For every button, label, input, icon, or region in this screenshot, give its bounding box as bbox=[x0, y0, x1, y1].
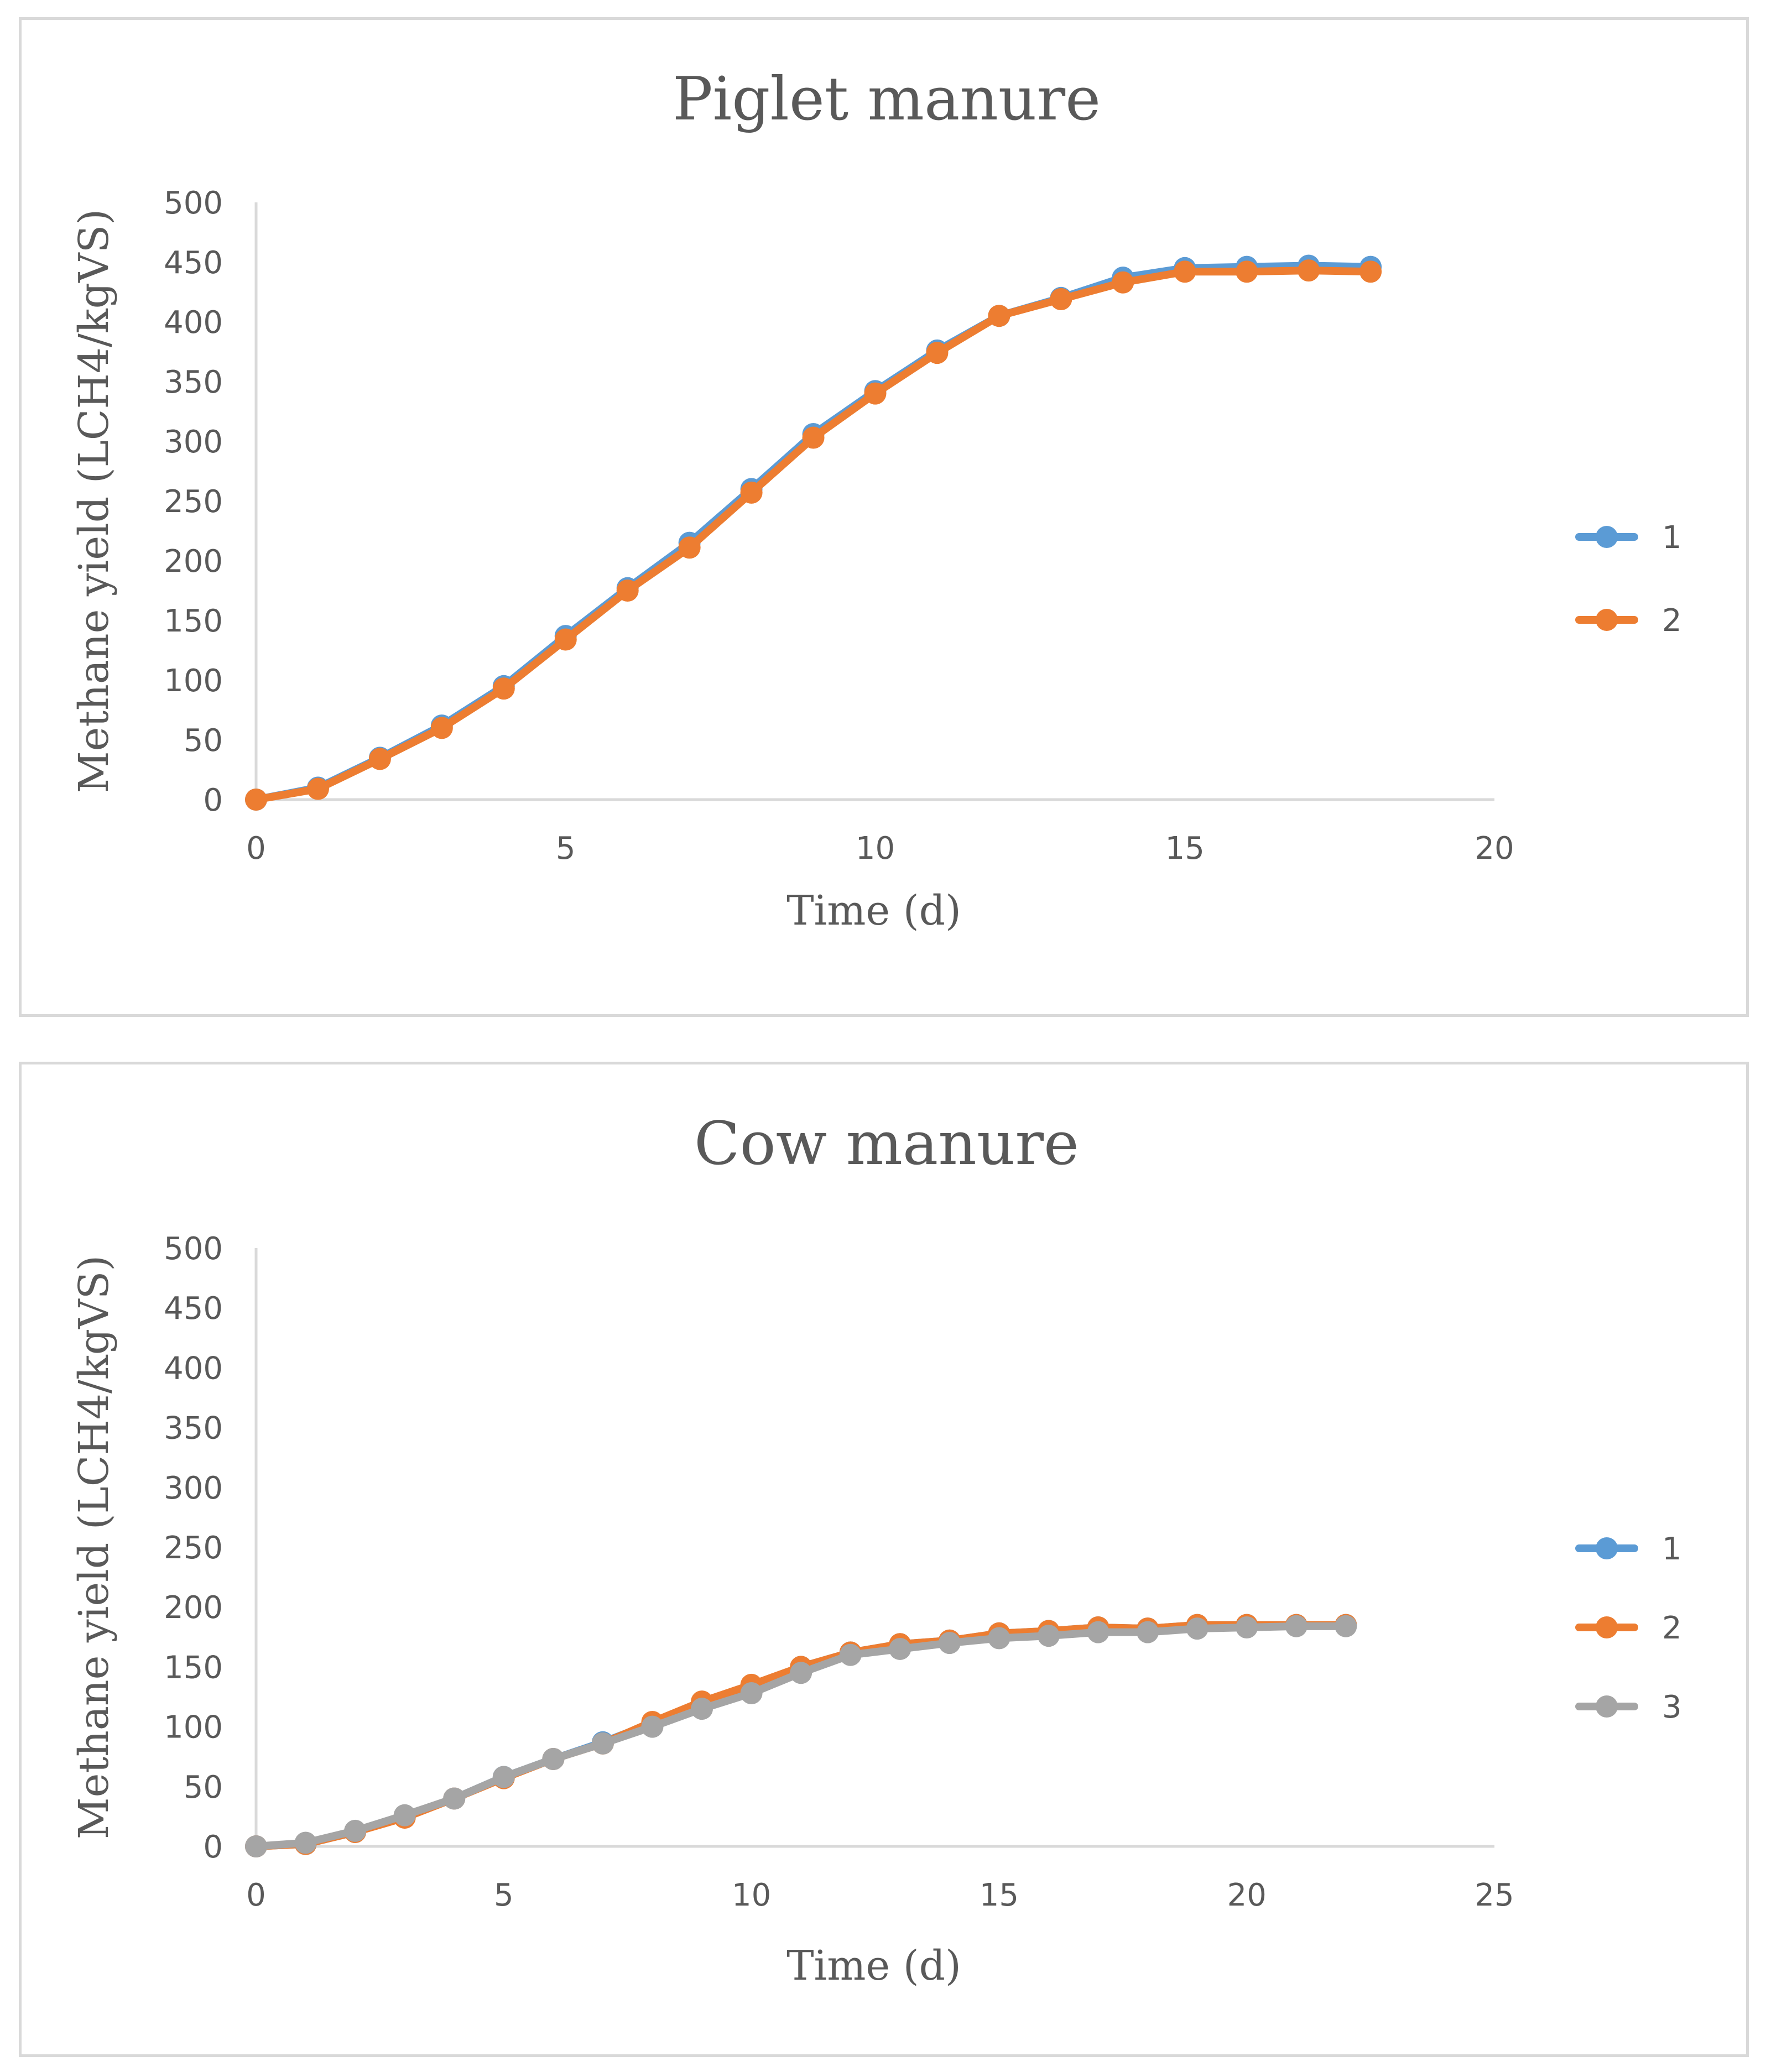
cow-series-3-point bbox=[542, 1748, 565, 1771]
cow-series-3-point bbox=[591, 1732, 614, 1755]
cow-y-tick-label: 400 bbox=[164, 1350, 223, 1386]
piglet-legend-2-marker bbox=[1596, 609, 1618, 631]
cow-series-3-point bbox=[938, 1632, 961, 1655]
piglet-series-2-point bbox=[306, 777, 329, 800]
cow-series-3-point bbox=[839, 1643, 862, 1666]
cow-y-axis-title: Methane yield (LCH4/kgVS) bbox=[70, 1255, 118, 1839]
cow-series-3-point bbox=[393, 1804, 416, 1826]
cow-series-3-point bbox=[245, 1835, 267, 1857]
cow-x-tick-label: 0 bbox=[246, 1877, 266, 1913]
cow-chart-panel: Cow manure 0 50 100 150 200 250 300 350 400 450 500… bbox=[19, 1062, 1749, 2057]
cow-series-3-point bbox=[1335, 1615, 1357, 1637]
piglet-series-2-point bbox=[1050, 288, 1072, 310]
cow-series-3-point bbox=[344, 1819, 367, 1842]
cow-title: Cow manure bbox=[694, 1109, 1079, 1178]
cow-x-axis-title: Time (d) bbox=[786, 1942, 961, 1990]
cow-y-tick-label: 200 bbox=[164, 1590, 223, 1626]
piglet-series-2-point bbox=[368, 748, 391, 770]
cow-y-tick-label: 350 bbox=[164, 1411, 223, 1447]
cow-y-tick-label: 450 bbox=[164, 1291, 223, 1327]
cow-series-3-point bbox=[1236, 1616, 1258, 1638]
piglet-y-tick-label: 100 bbox=[164, 663, 223, 699]
cow-y-tick-label: 100 bbox=[164, 1710, 223, 1746]
piglet-series-2-point bbox=[1236, 260, 1258, 283]
piglet-series-2-point bbox=[678, 536, 701, 559]
cow-legend-3-label: 3 bbox=[1662, 1689, 1682, 1725]
cow-legend-2-marker bbox=[1596, 1616, 1618, 1638]
piglet-series-2-point bbox=[1112, 271, 1134, 294]
cow-series-3-point bbox=[740, 1682, 763, 1705]
cow-x-tick-label: 25 bbox=[1475, 1877, 1514, 1913]
piglet-x-tick-label: 5 bbox=[556, 831, 576, 867]
piglet-y-tick-label: 400 bbox=[164, 305, 223, 341]
piglet-y-tick-label: 250 bbox=[164, 484, 223, 520]
piglet-series-2-point bbox=[740, 481, 763, 504]
piglet-y-tick-label: 50 bbox=[184, 723, 223, 759]
piglet-y-tick-label: 350 bbox=[164, 364, 223, 400]
piglet-series-2-point bbox=[926, 342, 949, 364]
piglet-series-2-point bbox=[492, 677, 515, 700]
piglet-series-2-point bbox=[802, 426, 825, 449]
piglet-series-2-point bbox=[1359, 260, 1382, 283]
piglet-series-2-point bbox=[988, 305, 1010, 327]
cow-series-3-point bbox=[294, 1831, 317, 1854]
piglet-legend-1-label: 1 bbox=[1662, 520, 1682, 556]
cow-series-3-point bbox=[492, 1766, 515, 1788]
piglet-y-tick-label: 0 bbox=[203, 782, 223, 818]
piglet-x-axis-title: Time (d) bbox=[786, 887, 961, 935]
piglet-series-1-line bbox=[252, 262, 1375, 803]
cow-x-tick-label: 5 bbox=[494, 1877, 514, 1913]
cow-y-tick-label: 250 bbox=[164, 1530, 223, 1566]
cow-y-tick-label: 0 bbox=[203, 1829, 223, 1865]
piglet-chart-panel: Piglet manure 0 50 100 150 200 250 300 350 400 450… bbox=[19, 17, 1749, 1017]
cow-series-3-point bbox=[1037, 1625, 1060, 1647]
piglet-y-axis-title: Methane yield (LCH4/kgVS) bbox=[70, 209, 118, 793]
cow-x-tick-label: 15 bbox=[980, 1877, 1019, 1913]
piglet-y-tick-label: 300 bbox=[164, 424, 223, 460]
piglet-y-tick-label: 150 bbox=[164, 603, 223, 639]
cow-series-3-point bbox=[443, 1787, 466, 1810]
cow-legend-2-label: 2 bbox=[1662, 1610, 1682, 1646]
cow-series-3-point bbox=[1285, 1615, 1307, 1637]
piglet-series-2-point bbox=[1298, 259, 1320, 282]
piglet-y-tick-label: 500 bbox=[164, 185, 223, 221]
cow-legend-1-label: 1 bbox=[1662, 1531, 1682, 1567]
piglet-legend-1-marker bbox=[1596, 526, 1618, 548]
piglet-series-2-point bbox=[1174, 260, 1196, 283]
cow-y-tick-label: 50 bbox=[184, 1770, 223, 1805]
cow-x-tick-label: 10 bbox=[732, 1877, 771, 1913]
cow-series-3-point bbox=[1186, 1617, 1208, 1640]
piglet-series-2-point bbox=[616, 580, 639, 602]
cow-legend-3-marker bbox=[1596, 1695, 1618, 1718]
cow-series-3-point bbox=[889, 1637, 911, 1660]
piglet-x-tick-label: 15 bbox=[1165, 831, 1205, 867]
cow-y-tick-label: 500 bbox=[164, 1231, 223, 1267]
piglet-series-2-point bbox=[864, 382, 887, 405]
cow-x-tick-label: 20 bbox=[1227, 1877, 1267, 1913]
piglet-chart: Piglet manure050100150200250300350400450… bbox=[70, 65, 1682, 935]
cow-chart: Cow manure050100150200250300350400450500… bbox=[70, 1109, 1682, 1990]
cow-legend-1-marker bbox=[1596, 1537, 1618, 1559]
piglet-legend-2-label: 2 bbox=[1662, 603, 1682, 639]
piglet-x-tick-label: 20 bbox=[1475, 831, 1514, 867]
cow-series-3-point bbox=[691, 1698, 713, 1720]
cow-y-tick-label: 150 bbox=[164, 1650, 223, 1685]
cow-series-3-point bbox=[1137, 1621, 1159, 1643]
cow-series-3-point bbox=[641, 1715, 664, 1738]
piglet-series-2-point bbox=[430, 717, 453, 739]
piglet-y-tick-label: 200 bbox=[164, 544, 223, 580]
cow-series-3-point bbox=[1087, 1621, 1109, 1643]
piglet-series-2-point bbox=[554, 628, 577, 651]
cow-y-tick-label: 300 bbox=[164, 1470, 223, 1506]
piglet-x-tick-label: 0 bbox=[246, 831, 266, 867]
piglet-y-tick-label: 450 bbox=[164, 245, 223, 281]
piglet-title: Piglet manure bbox=[673, 65, 1101, 134]
piglet-x-tick-label: 10 bbox=[856, 831, 895, 867]
piglet-series-2-line bbox=[252, 267, 1375, 803]
cow-series-3-point bbox=[790, 1662, 812, 1684]
piglet-series-2-point bbox=[245, 789, 267, 811]
cow-series-3-point bbox=[988, 1627, 1010, 1650]
